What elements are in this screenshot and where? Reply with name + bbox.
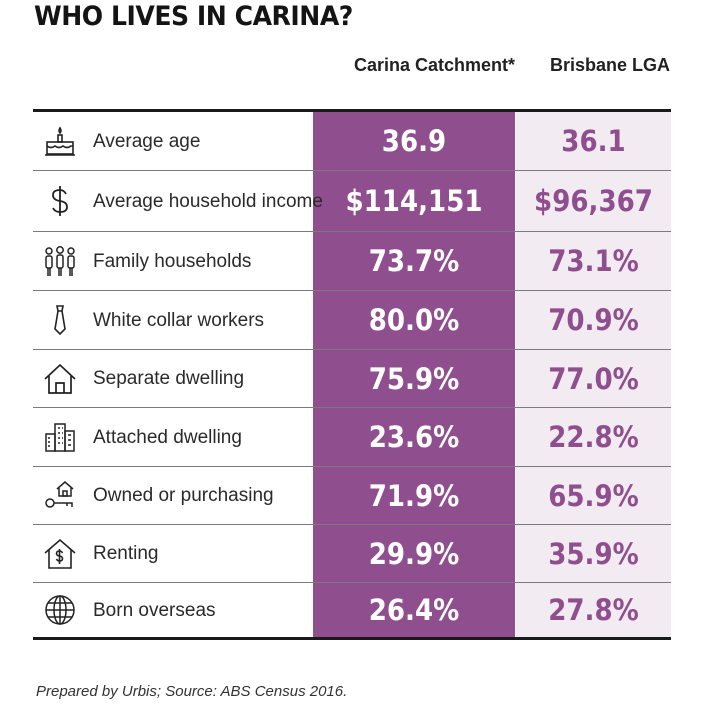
source-note: Prepared by Urbis; Source: ABS Census 20…	[36, 683, 348, 700]
carina-value: 80.0%	[368, 303, 460, 337]
table-row: Average age 36.9 36.1	[33, 112, 671, 170]
row-label: Renting	[93, 543, 159, 564]
brisbane-value: 70.9%	[548, 303, 639, 337]
carina-value: $114,151	[345, 184, 483, 218]
carina-value: 29.9%	[368, 536, 460, 571]
row-divider	[33, 170, 671, 171]
house-icon	[37, 359, 83, 399]
column-header-carina: Carina Catchment*	[353, 55, 515, 75]
row-label: Family households	[93, 250, 252, 272]
row-divider	[33, 466, 671, 467]
brisbane-value: 35.9%	[548, 536, 639, 571]
row-label: Separate dwelling	[93, 368, 245, 389]
carina-value: 23.6%	[368, 420, 460, 454]
buildings-icon	[37, 417, 83, 457]
table-bottom-rule	[33, 637, 671, 640]
row-label: Attached dwelling	[93, 426, 242, 448]
row-label: Average age	[93, 130, 201, 152]
row-divider	[33, 231, 671, 232]
brisbane-value: 22.8%	[548, 420, 639, 454]
row-label: Owned or purchasing	[93, 485, 274, 506]
family-icon	[37, 241, 83, 281]
carina-value: 75.9%	[368, 361, 460, 396]
table-row: Renting 29.9% 35.9%	[33, 525, 671, 582]
table-row: White collar workers 80.0% 70.9%	[33, 291, 671, 349]
brisbane-value: 27.8%	[548, 593, 639, 627]
rent-house-icon	[37, 534, 83, 574]
globe-icon	[37, 590, 83, 630]
table-row: Attached dwelling 23.6% 22.8%	[33, 408, 671, 466]
table-row: Born overseas 26.4% 27.8%	[33, 583, 671, 637]
carina-value: 73.7%	[368, 244, 460, 278]
row-label: Born overseas	[93, 599, 216, 621]
brisbane-value: 65.9%	[548, 478, 639, 513]
tie-icon	[37, 300, 83, 340]
brisbane-value: 36.1	[561, 124, 626, 158]
page-title: WHO LIVES IN CARINA?	[34, 1, 353, 32]
brisbane-value: $96,367	[534, 184, 653, 218]
row-divider	[33, 290, 671, 291]
carina-value: 26.4%	[368, 593, 460, 627]
row-divider	[33, 582, 671, 583]
table-row: Family households 73.7% 73.1%	[33, 232, 671, 290]
row-label: White collar workers	[93, 309, 265, 331]
table-row: Average household income $114,151 $96,367	[33, 171, 671, 231]
brisbane-value: 73.1%	[548, 244, 639, 278]
brisbane-value: 77.0%	[548, 361, 639, 396]
table-row: Owned or purchasing 71.9% 65.9%	[33, 467, 671, 524]
row-divider	[33, 349, 671, 350]
dollar-icon	[37, 181, 83, 221]
table-top-rule	[33, 109, 671, 112]
carina-value: 71.9%	[368, 478, 460, 513]
row-divider	[33, 524, 671, 525]
brisbane-column-background	[516, 110, 671, 639]
row-label: Average household income	[93, 190, 323, 212]
column-header-brisbane: Brisbane LGA	[549, 55, 670, 75]
row-divider	[33, 407, 671, 408]
carina-value: 36.9	[381, 124, 447, 158]
carina-column-background	[313, 110, 515, 639]
house-key-icon	[37, 476, 83, 516]
table-row: Separate dwelling 75.9% 77.0%	[33, 350, 671, 407]
cake-icon	[37, 121, 83, 161]
